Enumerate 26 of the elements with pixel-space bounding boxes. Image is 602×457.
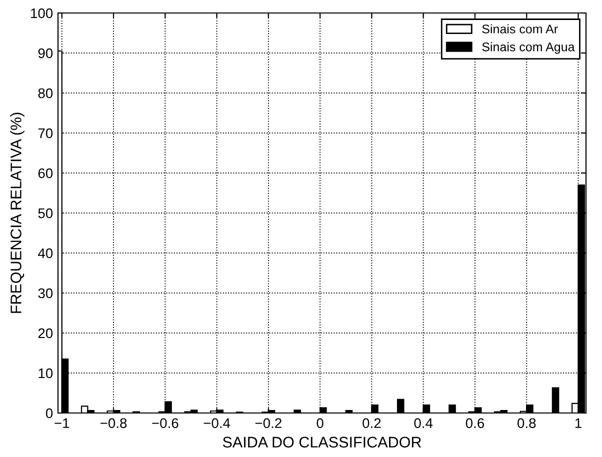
x-tick-label: 0.6 bbox=[466, 418, 484, 428]
y-tick-label: 90 bbox=[38, 48, 53, 58]
x-tick-label: 0.2 bbox=[362, 418, 381, 428]
y-tick-label: 80 bbox=[38, 88, 53, 98]
y-tick-label: 30 bbox=[38, 288, 53, 298]
y-tick-label: 20 bbox=[38, 328, 53, 338]
x-axis-title: SAIDA DO CLASSIFICADOR bbox=[222, 436, 422, 448]
y-tick-label: 60 bbox=[38, 168, 53, 178]
x-tick-label: 0.8 bbox=[518, 418, 536, 428]
y-tick-label: 40 bbox=[38, 248, 53, 258]
legend-label: Sinais com Agua bbox=[482, 42, 575, 54]
x-tick-label: 1 bbox=[575, 418, 582, 428]
y-tick-label: 70 bbox=[38, 128, 53, 138]
y-axis-title: FREQUENCIA RELATIVA (%) bbox=[10, 112, 24, 313]
y-tick-label: 0 bbox=[46, 408, 53, 418]
x-tick-label: −0.8 bbox=[100, 418, 127, 428]
y-tick-label: 10 bbox=[38, 368, 53, 378]
x-tick-label: −1 bbox=[54, 418, 70, 428]
x-tick-label: 0 bbox=[316, 418, 324, 428]
legend-label: Sinais com Ar bbox=[482, 24, 558, 34]
y-tick-label: 50 bbox=[38, 208, 53, 218]
x-tick-label: −0.6 bbox=[152, 418, 178, 428]
x-tick-label: −0.4 bbox=[204, 418, 230, 428]
x-tick-label: 0.4 bbox=[414, 418, 433, 428]
x-tick-label: −0.2 bbox=[255, 418, 282, 428]
y-tick-label: 100 bbox=[31, 8, 53, 18]
